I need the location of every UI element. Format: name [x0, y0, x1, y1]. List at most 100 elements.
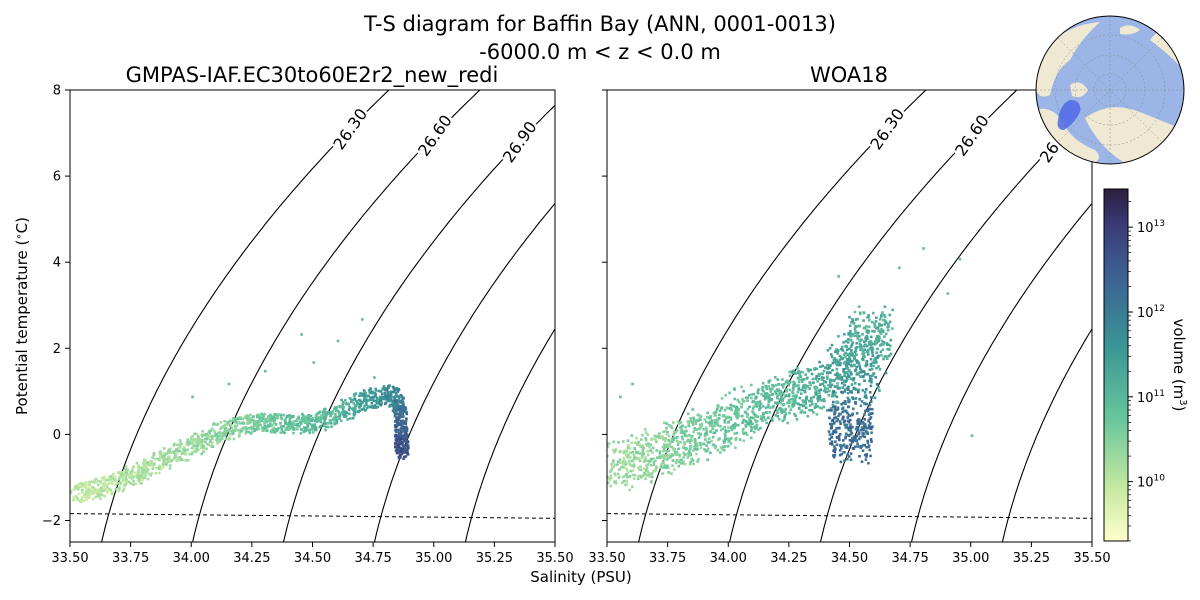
volume-cell [673, 450, 677, 454]
y-tick-label: 4 [53, 256, 61, 271]
volume-cell [394, 405, 397, 408]
volume-cell [91, 497, 95, 501]
volume-cell [878, 318, 882, 321]
volume-cell [381, 387, 384, 391]
volume-cell [273, 430, 276, 434]
volume-cell [335, 418, 339, 422]
volume-cell [846, 433, 850, 437]
volume-cell [706, 458, 709, 461]
volume-cell [217, 434, 220, 438]
volume-cell [336, 339, 340, 343]
volume-cell [793, 397, 797, 401]
volume-cell [196, 440, 200, 444]
volume-cell [201, 440, 204, 443]
volume-cell [263, 421, 267, 424]
volume-cell [176, 450, 179, 453]
volume-cell [172, 457, 176, 460]
volume-cell [388, 405, 391, 408]
volume-cell [402, 439, 406, 443]
volume-cell [856, 422, 860, 425]
volume-cell [781, 397, 785, 400]
volume-cell [630, 441, 633, 445]
volume-cell [720, 397, 724, 400]
volume-cell [627, 453, 630, 457]
volume-cell [837, 434, 841, 438]
volume-cell [854, 349, 858, 352]
volume-cell [353, 398, 357, 401]
volume-cell [113, 476, 117, 479]
volume-cell [822, 376, 825, 380]
volume-cell [747, 394, 751, 397]
volume-cell [781, 383, 784, 387]
volume-cell [72, 497, 76, 500]
volume-cell [112, 472, 115, 476]
volume-cell [323, 420, 326, 423]
volume-cell [858, 371, 862, 374]
volume-cell [834, 430, 838, 434]
volume-cell [831, 404, 835, 407]
volume-cell [361, 318, 364, 321]
x-tick-label: 34.25 [770, 551, 807, 566]
volume-cell [835, 367, 839, 371]
volume-cell [714, 445, 717, 448]
volume-cell [237, 434, 241, 438]
volume-cell [632, 454, 636, 457]
volume-cell [619, 461, 622, 465]
volume-cell [164, 453, 168, 456]
volume-cell [160, 454, 163, 458]
volume-cell [824, 380, 827, 384]
volume-cell [260, 419, 264, 423]
volume-cell [244, 425, 248, 429]
volume-cell [856, 429, 860, 432]
volume-cell [683, 462, 687, 466]
volume-cell [173, 442, 176, 446]
volume-cell [628, 475, 632, 478]
volume-cell [847, 420, 851, 424]
volume-cell [363, 404, 366, 408]
volume-cell [93, 479, 97, 482]
volume-cell [878, 389, 881, 392]
volume-cell [666, 456, 670, 460]
volume-cell [405, 411, 408, 414]
volume-cell [854, 397, 858, 400]
volume-cell [204, 440, 207, 444]
contour-label-bg [497, 116, 542, 168]
volume-cell [404, 419, 408, 422]
volume-cell [860, 426, 864, 429]
volume-cell [717, 417, 721, 420]
volume-cell [847, 347, 851, 351]
volume-cell [324, 422, 327, 425]
volume-cell [191, 451, 194, 454]
volume-cell [193, 432, 197, 436]
volume-cell [847, 369, 850, 373]
volume-cell [288, 424, 292, 428]
volume-cell [853, 334, 856, 337]
volume-cell [818, 360, 821, 364]
volume-cell [783, 418, 786, 421]
volume-cell [716, 423, 719, 427]
volume-cell [862, 350, 865, 353]
volume-cell [877, 329, 881, 332]
volume-cell [859, 444, 862, 448]
volume-cell [810, 409, 814, 412]
volume-cell [402, 444, 406, 448]
volume-cell [162, 459, 166, 462]
volume-cell [787, 393, 791, 396]
volume-cell [282, 425, 286, 428]
volume-cell [870, 427, 873, 431]
volume-cell [680, 458, 683, 462]
volume-cell [682, 451, 685, 455]
volume-cell [87, 484, 90, 488]
volume-cell [353, 393, 356, 396]
volume-cell [753, 425, 757, 429]
volume-cell [116, 471, 120, 474]
volume-cell [659, 456, 662, 460]
volume-cell [796, 367, 799, 370]
volume-cell [846, 372, 849, 375]
volume-cell [833, 407, 837, 411]
volume-cell [141, 471, 145, 474]
volume-cell [840, 390, 843, 394]
volume-cell [861, 449, 865, 452]
volume-cell [665, 454, 668, 457]
volume-cell [322, 424, 326, 427]
